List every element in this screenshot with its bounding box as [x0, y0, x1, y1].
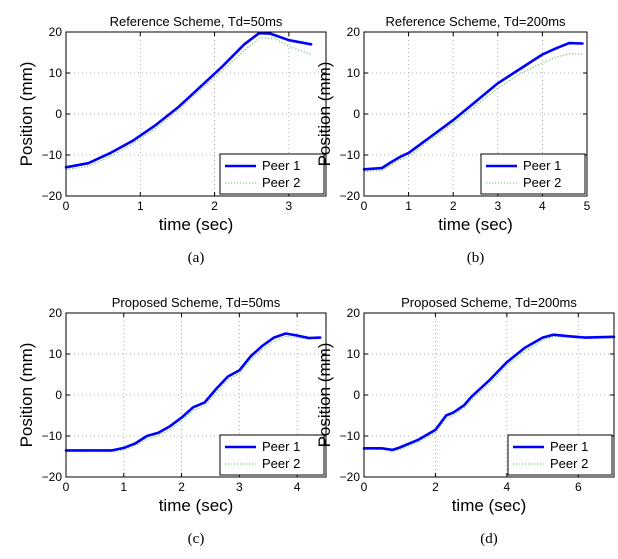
legend: Peer 1 Peer 2 [480, 153, 586, 195]
y-tick-label: −10 [42, 148, 63, 162]
y-axis-label: Position (mm) [315, 343, 334, 448]
x-tick-label: 4 [539, 199, 546, 213]
legend-label-peer-1: Peer 1 [523, 158, 561, 173]
series-line-peer-1 [362, 41, 584, 171]
chart-title: Reference Scheme, Td=50ms [110, 14, 283, 29]
y-tick-label: 0 [55, 388, 62, 402]
x-tick-label: 1 [137, 199, 144, 213]
legend-label-peer-2: Peer 2 [523, 175, 561, 190]
y-tick-label: −20 [42, 470, 63, 484]
series-line-peer-1 [64, 332, 322, 452]
chart-title: Proposed Scheme, Td=200ms [401, 295, 577, 310]
panel-caption: (b) [467, 250, 485, 266]
x-axis-label: time (sec) [159, 496, 234, 515]
chart-panel-0: 0 1 2 3 −20 −10 0 10 20 Reference Scheme, Td=50ms… [17, 14, 327, 266]
legend-box [507, 434, 613, 476]
series-line-peer-2 [363, 53, 583, 172]
series-line-peer-2 [65, 37, 312, 170]
x-tick-label: 2 [211, 199, 218, 213]
x-tick-label: 4 [294, 480, 301, 494]
series-line-peer-1 [64, 31, 313, 169]
x-tick-label: 0 [361, 199, 368, 213]
panel-caption: (c) [188, 531, 205, 547]
legend-label-peer-1: Peer 1 [262, 158, 300, 173]
x-axis-label: time (sec) [159, 215, 234, 234]
series-line-peer-2 [66, 335, 321, 453]
chart-panel-2: 0 1 2 3 4 −20 −10 0 10 20 Proposed Scheme, Td=50ms… [17, 295, 327, 547]
x-tick-label: 3 [286, 199, 293, 213]
legend-label-peer-1: Peer 1 [262, 439, 300, 454]
x-tick-label: 1 [120, 480, 127, 494]
y-tick-label: 0 [55, 107, 62, 121]
y-tick-label: −10 [340, 148, 361, 162]
x-tick-label: 6 [575, 480, 582, 494]
chart-panel-3: 0 2 4 6 −20 −10 0 10 20 Proposed Scheme, Td=200ms… [315, 295, 616, 547]
y-tick-label: 20 [49, 306, 63, 320]
x-tick-label: 5 [584, 199, 591, 213]
y-tick-label: 0 [353, 107, 360, 121]
y-axis-label: Position (mm) [17, 343, 36, 448]
x-tick-label: 4 [504, 480, 511, 494]
y-tick-label: −20 [42, 189, 63, 203]
y-tick-label: 10 [347, 347, 361, 361]
chart-panel-1: 0 1 2 3 4 5 −20 −10 0 10 20 Reference Scheme, Td=20… [315, 14, 591, 266]
legend: Peer 1 Peer 2 [219, 153, 325, 195]
x-axis-label: time (sec) [438, 215, 513, 234]
y-tick-label: −10 [340, 429, 361, 443]
x-tick-label: 0 [361, 480, 368, 494]
x-tick-label: 0 [63, 480, 70, 494]
x-tick-label: 1 [405, 199, 412, 213]
legend-label-peer-2: Peer 2 [262, 175, 300, 190]
x-tick-label: 2 [432, 480, 439, 494]
legend-label-peer-1: Peer 1 [550, 439, 588, 454]
x-tick-label: 2 [450, 199, 457, 213]
x-tick-label: 3 [494, 199, 501, 213]
x-axis-label: time (sec) [452, 496, 527, 515]
y-tick-label: 0 [353, 388, 360, 402]
y-tick-label: 10 [347, 66, 361, 80]
legend-box [219, 434, 325, 476]
legend-label-peer-2: Peer 2 [550, 456, 588, 471]
x-tick-label: 3 [236, 480, 243, 494]
chart-title: Proposed Scheme, Td=50ms [112, 295, 281, 310]
y-axis-label: Position (mm) [315, 62, 334, 167]
x-tick-label: 0 [63, 199, 70, 213]
y-tick-label: −20 [340, 189, 361, 203]
legend: Peer 1 Peer 2 [507, 434, 613, 476]
y-tick-label: 10 [49, 347, 63, 361]
x-tick-label: 2 [178, 480, 185, 494]
y-tick-label: −10 [42, 429, 63, 443]
y-tick-label: −20 [340, 470, 361, 484]
legend: Peer 1 Peer 2 [219, 434, 325, 476]
y-tick-label: 20 [347, 306, 361, 320]
chart-title: Reference Scheme, Td=200ms [385, 14, 566, 29]
y-tick-label: 20 [347, 25, 361, 39]
legend-label-peer-2: Peer 2 [262, 456, 300, 471]
y-axis-label: Position (mm) [17, 62, 36, 167]
panel-caption: (d) [480, 531, 498, 547]
panel-caption: (a) [188, 250, 205, 266]
legend-box [480, 153, 586, 195]
y-tick-label: 10 [49, 66, 63, 80]
legend-box [219, 153, 325, 195]
series-line-peer-1 [362, 333, 616, 452]
y-tick-label: 20 [49, 25, 63, 39]
